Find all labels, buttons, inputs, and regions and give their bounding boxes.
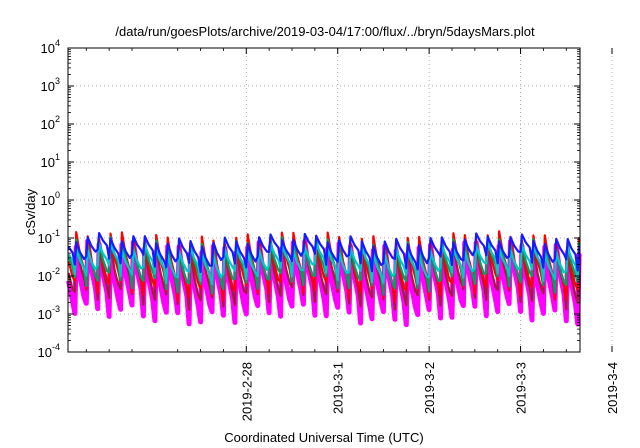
series-line xyxy=(67,241,581,286)
y-tick-label: 10-1 xyxy=(38,228,60,246)
series-line xyxy=(67,237,581,311)
series-line xyxy=(67,230,581,303)
chart-title: /data/run/goesPlots/archive/2019-03-04/1… xyxy=(115,24,535,39)
x-tick-labels: 2019-2-28 2019-3-1 2019-3-2 2019-3-3 2019-3-… xyxy=(239,362,620,421)
x-tick-label: 2019-3-1 xyxy=(331,362,346,414)
x-tick-label: 2019-2-28 xyxy=(239,362,254,421)
series-line xyxy=(67,232,581,274)
x-tick-label: 2019-3-3 xyxy=(514,362,529,414)
series-line xyxy=(66,238,582,328)
x-axis-label: Coordinated Universal Time (UTC) xyxy=(224,430,423,445)
y-tick-label: 103 xyxy=(41,76,60,94)
x-tick-label: 2019-3-4 xyxy=(605,362,620,414)
y-tick-label: 104 xyxy=(41,38,60,56)
x-tick-label: 2019-3-2 xyxy=(422,362,437,414)
series-lines xyxy=(66,230,582,328)
y-axis-label: cSv/day xyxy=(23,188,38,235)
y-tick-label: 10-2 xyxy=(38,266,60,284)
y-tick-label: 102 xyxy=(41,114,60,132)
y-tick-label: 10-4 xyxy=(38,342,60,360)
y-tick-label: 100 xyxy=(41,190,60,208)
y-tick-label: 101 xyxy=(41,152,60,170)
axis-ticks xyxy=(68,47,613,353)
y-tick-label: 10-3 xyxy=(38,304,60,322)
y-tick-labels: 10-4 10-3 10-2 10-1 100 101 102 103 104 xyxy=(38,38,60,360)
